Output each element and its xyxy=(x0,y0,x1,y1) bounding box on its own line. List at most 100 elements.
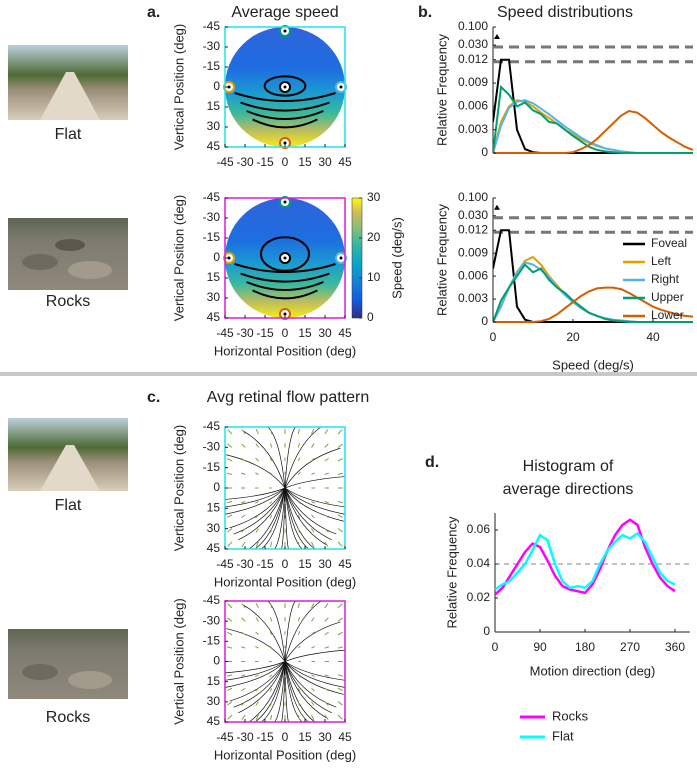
chart-title: Avg retinal flow pattern xyxy=(207,389,369,406)
region-marker-dot xyxy=(283,312,287,316)
y-tick-label: 0.02 xyxy=(467,590,491,604)
contour xyxy=(240,272,330,283)
flow-line xyxy=(284,487,346,508)
photo-caption: Flat xyxy=(55,126,82,143)
flow-line xyxy=(233,487,286,535)
y-tick-label: 0.06 xyxy=(467,522,491,536)
flow-arrow xyxy=(297,457,301,462)
region-marker-dot xyxy=(227,85,231,89)
y-tick-label: 30 xyxy=(207,119,221,133)
y-tick-label: 0 xyxy=(213,480,220,494)
x-tick-label: 30 xyxy=(318,730,332,744)
x-axis-label: Speed (deg/s) xyxy=(552,357,634,372)
flow-arrow xyxy=(337,528,343,533)
flow-line xyxy=(229,661,286,702)
flow-arrow xyxy=(269,645,273,649)
separator xyxy=(0,372,697,376)
flow-arrow xyxy=(337,687,343,692)
flow-line xyxy=(284,447,341,489)
flow-line xyxy=(284,487,337,535)
flow-arrow xyxy=(270,602,273,609)
y-tick-label: 45 xyxy=(207,310,221,324)
colorbar-label: Speed (deg/s) xyxy=(389,217,404,299)
legend-label: Upper xyxy=(651,290,684,304)
y-tick-label: 45 xyxy=(207,541,221,555)
flow-line xyxy=(284,661,327,719)
flow-arrow xyxy=(337,646,344,649)
flow-line xyxy=(284,661,316,723)
flow-arrow xyxy=(297,714,300,721)
flow-arrow xyxy=(241,687,246,692)
y-tick-label: 0 xyxy=(213,79,220,93)
y-tick-label: 0.012 xyxy=(458,222,488,236)
y-axis-label: Vertical Position (deg) xyxy=(171,195,186,321)
flow-arrow xyxy=(324,472,330,475)
region-marker-dot xyxy=(283,29,287,33)
legend-label: Lower xyxy=(651,308,684,322)
y-tick-label: -45 xyxy=(203,419,221,433)
region-marker-dot xyxy=(283,200,287,204)
y-tick-label: -45 xyxy=(203,190,221,204)
y-tick-label: -30 xyxy=(203,210,221,224)
y-axis-label: Vertical Position (deg) xyxy=(171,24,186,150)
y-tick-label: -15 xyxy=(203,634,221,648)
y-tick-label: 30 xyxy=(207,290,221,304)
flow-arrow xyxy=(226,472,233,475)
flow-line xyxy=(284,621,341,662)
series-line xyxy=(493,263,693,323)
series-line xyxy=(493,58,693,154)
flow-arrow xyxy=(324,443,329,448)
flow-arrow xyxy=(337,514,343,518)
flow-arrow xyxy=(337,617,343,622)
flow-arrow xyxy=(255,472,259,475)
flow-line xyxy=(284,426,322,489)
x-tick-label: -45 xyxy=(216,557,234,571)
flow-arrow xyxy=(324,501,330,504)
flow-arrow xyxy=(324,714,329,720)
chart-title: Histogram of xyxy=(523,458,614,475)
flow-line xyxy=(284,487,289,550)
y-axis-label: Relative Frequency xyxy=(444,516,459,628)
flow-arrow xyxy=(297,602,300,609)
flow-arrow xyxy=(241,429,246,435)
series-line xyxy=(493,109,693,154)
flow-arrow xyxy=(337,603,343,609)
flow-arrow xyxy=(324,603,329,609)
region-marker-dot xyxy=(283,256,287,260)
flow-arrow xyxy=(337,631,343,636)
photo-flat xyxy=(8,45,128,120)
flow-arrow xyxy=(226,501,233,504)
x-axis-label: Motion direction (deg) xyxy=(530,663,656,678)
flow-arrow xyxy=(255,457,259,462)
flow-arrow xyxy=(311,687,315,692)
flow-arrow xyxy=(269,528,273,533)
flow-arrow xyxy=(241,528,246,533)
flow-arrow xyxy=(297,501,301,505)
flow-arrow xyxy=(226,646,233,649)
flow-arrow xyxy=(311,714,315,720)
flow-arrow xyxy=(227,631,233,636)
flow-arrow xyxy=(227,617,233,622)
y-tick-label: -30 xyxy=(203,440,221,454)
flow-arrow xyxy=(227,701,233,706)
x-tick-label: 15 xyxy=(298,557,312,571)
y-tick-label: 15 xyxy=(207,99,221,113)
flow-arrow xyxy=(311,514,315,519)
flow-arrow xyxy=(324,687,329,692)
x-tick-label: 30 xyxy=(318,326,332,340)
x-tick-label: 0 xyxy=(490,330,497,344)
flow-line xyxy=(243,604,286,662)
flow-arrow xyxy=(255,603,259,609)
flow-arrow xyxy=(241,457,246,462)
flow-arrow xyxy=(297,528,301,533)
y-tick-label: 0.006 xyxy=(458,99,488,113)
x-tick-label: 0 xyxy=(282,326,289,340)
flow-arrow xyxy=(337,443,343,448)
x-tick-label: -30 xyxy=(236,557,254,571)
flow-arrow xyxy=(311,472,315,475)
flow-arrow xyxy=(227,541,233,547)
y-tick-label: 15 xyxy=(207,270,221,284)
flow-arrow xyxy=(297,428,300,435)
photo-rocks xyxy=(8,629,128,699)
y-tick-label: 0.04 xyxy=(467,556,491,570)
